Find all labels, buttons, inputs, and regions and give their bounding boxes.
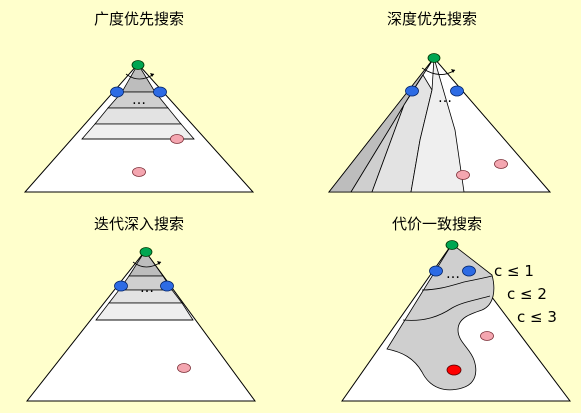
cost-label-1: c ≤ 1	[494, 262, 534, 280]
goal-node	[494, 159, 508, 169]
search-tree-triangle	[25, 250, 256, 402]
frontier-node	[450, 85, 464, 97]
start-node	[445, 240, 459, 250]
goal-node	[132, 167, 146, 177]
panel-dfs: 深度优先搜索 …	[327, 10, 552, 193]
ellipsis: …	[140, 280, 154, 296]
explored-level-4	[95, 302, 194, 321]
frontier-node	[153, 86, 167, 98]
ellipsis: …	[446, 266, 460, 282]
panel-title-dfs: 深度优先搜索	[387, 10, 477, 28]
frontier-node	[462, 265, 476, 277]
cost-label-2: c ≤ 2	[507, 285, 547, 303]
cost-label-3: c ≤ 3	[517, 308, 557, 326]
explored-region	[386, 243, 495, 391]
explored-level-3	[94, 107, 182, 125]
cost-contour-1	[421, 275, 493, 291]
panel-bfs: 广度优先搜索 …	[23, 10, 255, 193]
frontier-node	[160, 280, 174, 292]
frontier-node	[405, 85, 419, 97]
panel-title-bfs: 广度优先搜索	[94, 10, 184, 28]
frontier-node	[110, 86, 124, 98]
start-node	[427, 53, 441, 63]
frontier-node	[429, 265, 443, 277]
start-node	[131, 60, 145, 70]
panel-ucs: 代价一致搜索 … c ≤ 1 c ≤ 2 c ≤ 3	[341, 215, 572, 402]
ellipsis: …	[438, 90, 452, 106]
goal-node	[456, 170, 470, 180]
goal-node	[177, 363, 191, 373]
found-goal-node	[446, 364, 462, 376]
start-node	[139, 247, 153, 257]
ellipsis: …	[132, 92, 146, 108]
cost-contour-2	[402, 295, 491, 321]
panel-title-ids: 迭代深入搜索	[94, 215, 184, 233]
goal-node	[480, 331, 494, 341]
goal-node	[170, 134, 184, 144]
panel-title-ucs: 代价一致搜索	[392, 215, 482, 233]
panel-ids: 迭代深入搜索 …	[25, 215, 256, 402]
frontier-node	[114, 280, 128, 292]
